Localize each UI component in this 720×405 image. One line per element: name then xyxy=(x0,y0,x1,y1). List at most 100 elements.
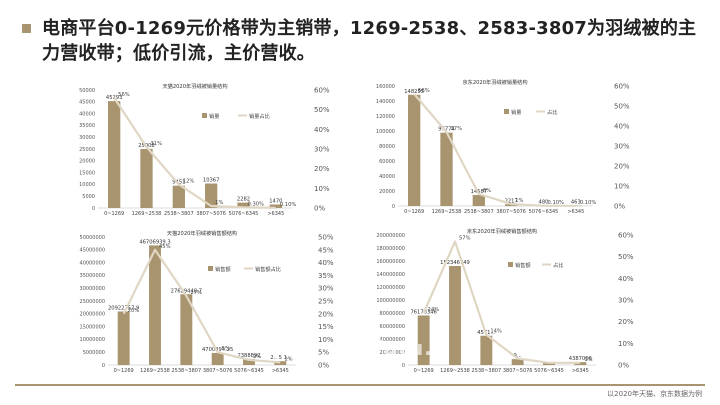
y-tick-label: 80000000 xyxy=(380,311,405,317)
bar xyxy=(480,335,493,365)
y-tick-label: 60000000 xyxy=(380,324,405,330)
y-tick-label: 100000000 xyxy=(376,298,405,304)
share-point-label: 27% xyxy=(190,290,202,296)
x-tick-label: 2538~3807 xyxy=(472,368,502,374)
x-tick-label: 1269~2538 xyxy=(140,368,170,374)
y2-tick-label: 20% xyxy=(314,165,330,173)
y-tick-label: 40000000 xyxy=(380,337,405,343)
y2-tick-label: 0% xyxy=(618,362,629,370)
bar-value-label: 2217 xyxy=(505,198,518,204)
y2-tick-label: 40% xyxy=(314,126,330,134)
x-tick-label: 0~1269 xyxy=(404,209,424,215)
y-tick-label: 10000 xyxy=(79,182,95,188)
y2-tick-label: 60% xyxy=(614,83,630,91)
x-tick-label: 5076~6345 xyxy=(234,368,264,374)
bar xyxy=(274,361,287,365)
y-tick-label: 30000000 xyxy=(80,286,105,292)
share-point-label: 14% xyxy=(490,329,502,335)
bar-value-label: 9... xyxy=(514,353,523,359)
share-point-label: 0.10% xyxy=(548,200,565,206)
chart-title: 京东2020年羽绒被销量结构 xyxy=(462,78,527,86)
y-tick-label: 60000 xyxy=(379,159,395,165)
bar xyxy=(211,352,224,365)
y-tick-label: 200000000 xyxy=(376,233,405,239)
bar xyxy=(180,294,193,365)
bar xyxy=(449,265,461,365)
y2-tick-label: 15% xyxy=(318,323,334,331)
legend-label: 销量 xyxy=(511,108,521,116)
legend-label: 销售额 xyxy=(515,261,531,269)
y-tick-label: 40000 xyxy=(379,174,395,180)
y2-tick-label: 10% xyxy=(618,340,634,348)
bar-value-label: 480 xyxy=(539,200,549,206)
bar-value-label: 9451 xyxy=(172,180,185,186)
y-tick-label: 25000000 xyxy=(80,299,105,305)
x-tick-label: 5076~6345 xyxy=(534,368,564,374)
y-tick-label: 0 xyxy=(102,363,105,369)
y-tick-label: 20000000 xyxy=(80,312,105,318)
y-tick-label: 25000 xyxy=(79,147,95,153)
share-point-label: 1% xyxy=(215,200,223,206)
x-tick-label: 3807~5076 xyxy=(203,368,233,374)
bar-value-label: 97774 xyxy=(438,127,455,133)
y2-tick-label: 60% xyxy=(314,87,330,95)
x-tick-label: >6345 xyxy=(267,211,284,217)
tmall-volume-chart: 天猫2020年羽绒被销量结构50000450004000035000300002… xyxy=(79,82,330,217)
share-point-label: 0.30% xyxy=(248,201,265,207)
bar-value-label: 463 xyxy=(571,200,581,206)
share-line xyxy=(113,97,276,209)
tmall-revenue-chart: 天猫2020年羽绒被销售额结构5000000045000000400000003… xyxy=(80,229,334,374)
bar xyxy=(237,202,250,208)
share-point-label: 24% xyxy=(428,307,440,313)
y-tick-label: 45000000 xyxy=(80,248,105,254)
y-tick-label: 120000000 xyxy=(376,285,405,291)
y2-tick-label: 45% xyxy=(318,246,334,254)
bar xyxy=(149,245,161,365)
x-tick-label: 3807~5076 xyxy=(496,209,526,215)
y2-tick-label: 40% xyxy=(614,123,630,131)
footer-note: 以2020年天猫、京东数据为例 xyxy=(607,390,702,398)
bar-value-label: 2.. 5 1.. xyxy=(270,355,290,361)
legend-label: 占比 xyxy=(553,261,563,269)
y-tick-label: 20000000 xyxy=(380,350,405,356)
bar-value-label: 10367 xyxy=(203,178,220,184)
y-tick-label: 0 xyxy=(392,204,395,210)
share-point-label: 45% xyxy=(159,244,171,250)
share-point-label: 2% xyxy=(253,354,261,360)
bar xyxy=(269,204,282,208)
y2-tick-label: 20% xyxy=(614,163,630,171)
y-tick-label: 120000 xyxy=(376,114,395,120)
share-line xyxy=(422,240,581,364)
share-line xyxy=(413,93,576,207)
legend-label: 销售额占比 xyxy=(255,265,281,273)
legend-label: 占比 xyxy=(547,108,557,116)
x-tick-label: 1269~2538 xyxy=(432,209,462,215)
bar xyxy=(505,204,518,206)
y-tick-label: 15000000 xyxy=(80,324,105,330)
x-tick-label: 1269~2538 xyxy=(132,211,162,217)
y2-tick-label: 10% xyxy=(314,185,330,193)
bar xyxy=(472,195,485,206)
y2-tick-label: 40% xyxy=(318,259,334,267)
y2-tick-label: 50% xyxy=(618,253,634,261)
bar-value-label: 2388892 xyxy=(237,353,260,359)
y-tick-label: 35000 xyxy=(79,123,95,129)
y2-tick-label: 30% xyxy=(318,285,334,293)
jd-volume-chart: 京东2020年羽绒被销量结构 160000 140000 120000 100000 80… xyxy=(376,78,630,215)
y-tick-label: 10000000 xyxy=(80,337,105,343)
y2-tick-label: 0% xyxy=(614,203,625,211)
bar-value-label: 20922757.9 xyxy=(108,305,139,311)
x-tick-label: 2538~3807 xyxy=(164,211,194,217)
y2-tick-label: 25% xyxy=(318,298,334,306)
bar-value-label: 152346749 xyxy=(440,260,470,266)
bar-value-label: 148255 xyxy=(404,89,424,95)
legend-swatch-bars xyxy=(208,266,213,271)
bar xyxy=(408,94,421,206)
share-point-label: 31% xyxy=(151,141,163,147)
chart-title: 天猫2020年羽绒被销售额结构 xyxy=(167,229,237,237)
y2-tick-label: 35% xyxy=(318,272,334,280)
chart-title: 天猫2020年羽绒被销量结构 xyxy=(162,82,227,90)
share-point-label: 0.10% xyxy=(280,202,297,208)
footer-divider xyxy=(15,384,705,386)
x-tick-label: 2538~3807 xyxy=(172,368,202,374)
